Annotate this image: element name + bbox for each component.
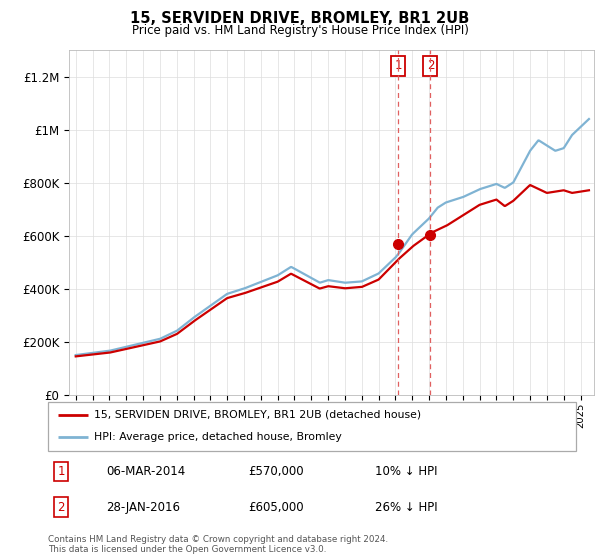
Text: 15, SERVIDEN DRIVE, BROMLEY, BR1 2UB (detached house): 15, SERVIDEN DRIVE, BROMLEY, BR1 2UB (de…	[94, 410, 422, 420]
FancyBboxPatch shape	[48, 402, 576, 451]
Text: HPI: Average price, detached house, Bromley: HPI: Average price, detached house, Brom…	[94, 432, 342, 442]
Text: 26% ↓ HPI: 26% ↓ HPI	[376, 501, 438, 514]
Text: Contains HM Land Registry data © Crown copyright and database right 2024.
This d: Contains HM Land Registry data © Crown c…	[48, 535, 388, 554]
Text: £570,000: £570,000	[248, 465, 304, 478]
Text: 10% ↓ HPI: 10% ↓ HPI	[376, 465, 438, 478]
Text: 2: 2	[427, 59, 434, 72]
Text: 15, SERVIDEN DRIVE, BROMLEY, BR1 2UB: 15, SERVIDEN DRIVE, BROMLEY, BR1 2UB	[130, 11, 470, 26]
Text: 1: 1	[395, 59, 402, 72]
Text: 28-JAN-2016: 28-JAN-2016	[106, 501, 180, 514]
Text: £605,000: £605,000	[248, 501, 304, 514]
Text: 1: 1	[58, 465, 65, 478]
Text: 06-MAR-2014: 06-MAR-2014	[106, 465, 185, 478]
Text: 2: 2	[58, 501, 65, 514]
Text: Price paid vs. HM Land Registry's House Price Index (HPI): Price paid vs. HM Land Registry's House …	[131, 24, 469, 36]
